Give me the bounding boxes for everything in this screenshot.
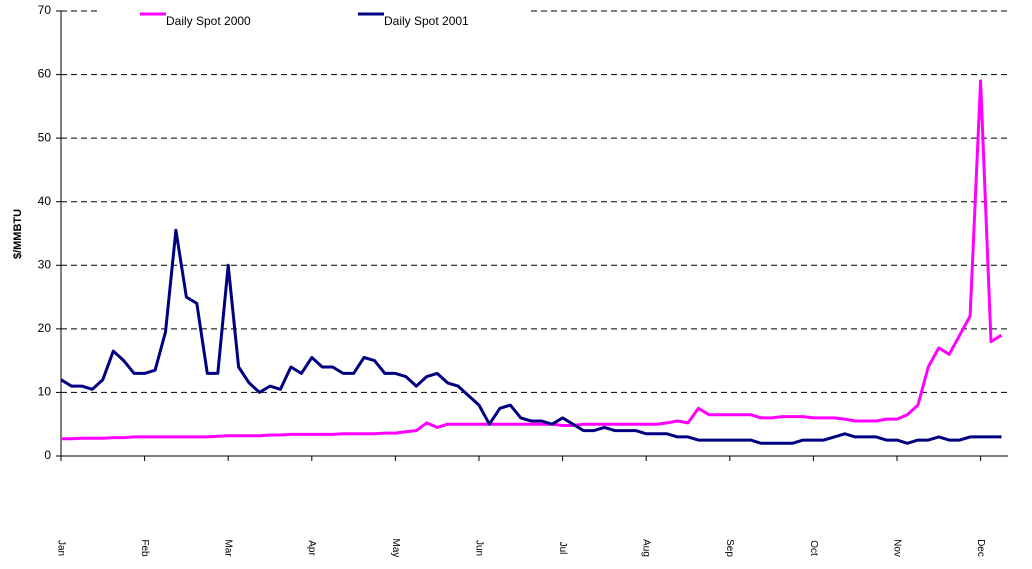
x-tick-label: Jul <box>557 542 568 555</box>
x-tick-label: Oct <box>808 540 819 556</box>
y-tick-label: 60 <box>38 67 52 81</box>
x-tick-label: Mar <box>223 539 234 557</box>
x-tick-label: Aug <box>641 539 652 557</box>
x-tick-label: Dec <box>975 539 986 557</box>
x-tick-label: Nov <box>891 539 902 557</box>
x-tick-label: Jan <box>55 540 66 556</box>
series-line <box>61 79 1003 441</box>
legend-label: Daily Spot 2001 <box>384 14 469 28</box>
y-tick-label: 70 <box>38 3 52 17</box>
x-tick-label: May <box>390 539 401 558</box>
y-tick-label: 0 <box>44 448 51 462</box>
x-tick-label: Apr <box>306 540 317 556</box>
x-tick-label: Feb <box>139 539 150 557</box>
y-tick-label: 30 <box>38 257 52 271</box>
x-tick-label: Sep <box>724 539 735 557</box>
y-axis-label: $/MMBTU <box>12 209 24 259</box>
x-tick-label: Jun <box>473 540 484 556</box>
y-tick-label: 40 <box>38 194 52 208</box>
y-tick-label: 20 <box>38 321 52 335</box>
y-tick-label: 50 <box>38 130 52 144</box>
series-line <box>60 228 1002 445</box>
y-tick-label: 10 <box>38 385 52 399</box>
legend-label: Daily Spot 2000 <box>166 14 251 28</box>
legend-box <box>100 2 530 24</box>
